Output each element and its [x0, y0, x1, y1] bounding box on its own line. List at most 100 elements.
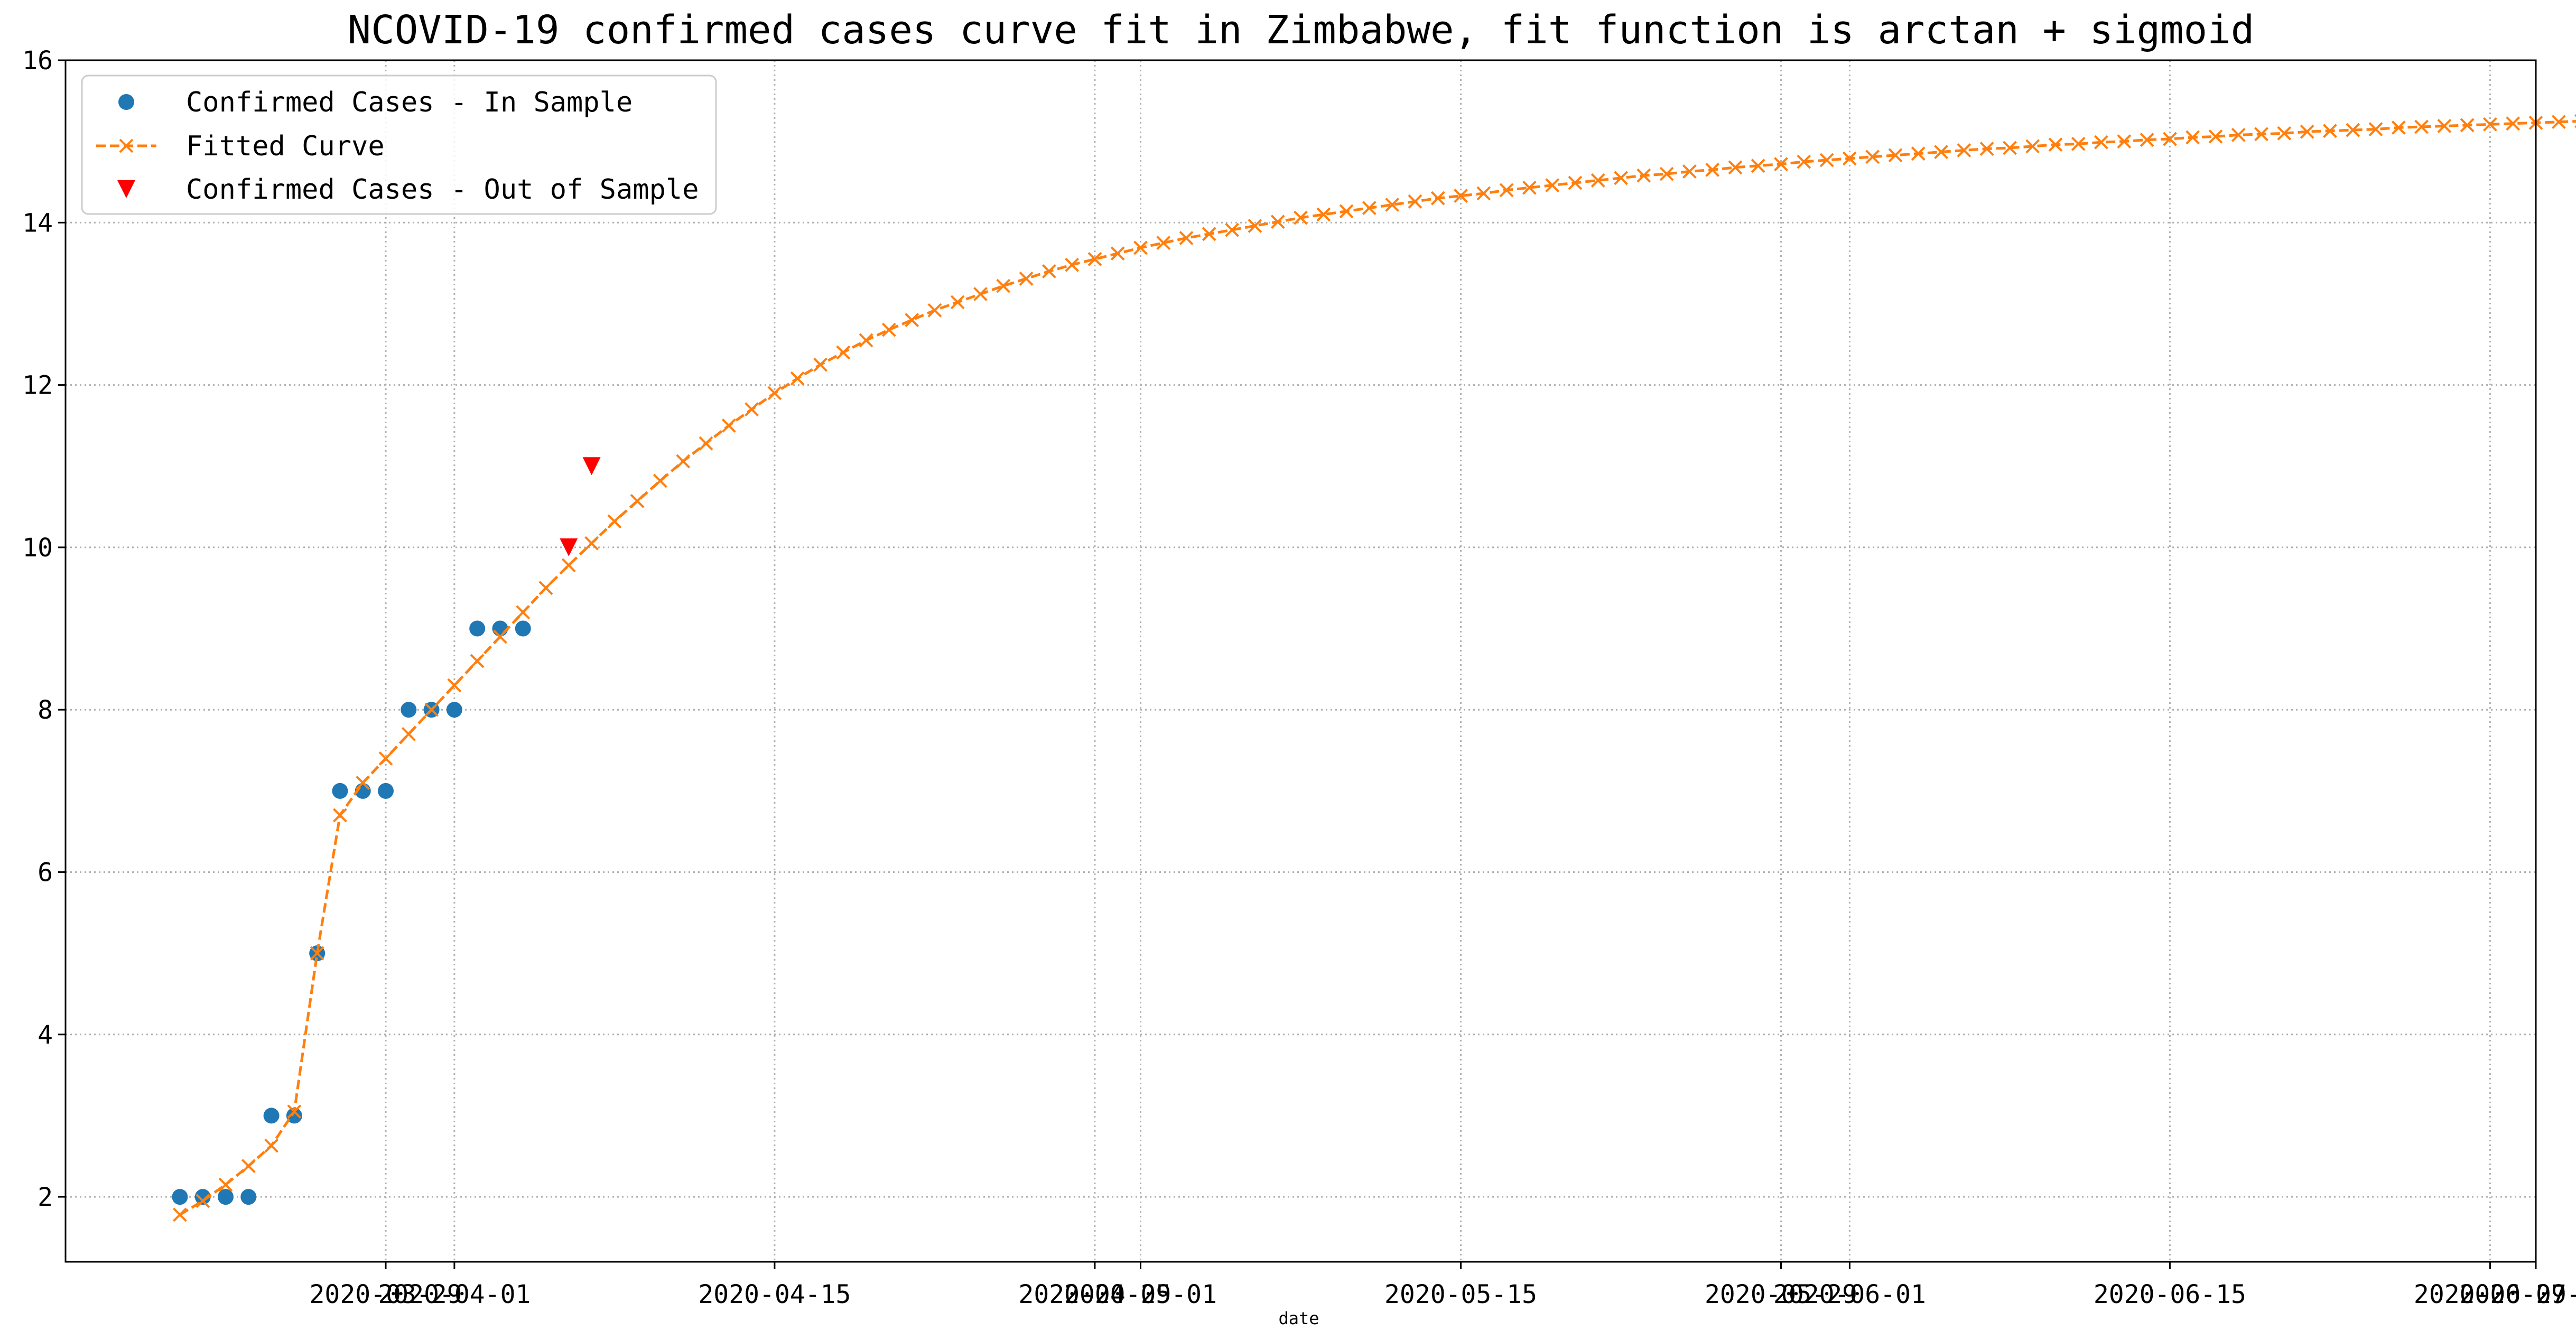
- fit-point: [2391, 120, 2406, 135]
- fit-point: [1614, 171, 1628, 185]
- data-point: [286, 1108, 302, 1124]
- y-tick-label: 4: [38, 1020, 53, 1050]
- fit-point: [1568, 175, 1583, 190]
- y-tick-label: 8: [38, 695, 53, 725]
- fit-point: [2002, 141, 2017, 155]
- fit-point: [538, 581, 553, 595]
- fit-point: [881, 322, 896, 337]
- fit-point: [1728, 160, 1743, 175]
- fit-point: [1499, 183, 1514, 198]
- fit-point: [424, 702, 439, 717]
- fit-point: [1957, 143, 1971, 157]
- fit-point: [493, 629, 507, 644]
- data-point: [117, 180, 135, 198]
- fit-point: [721, 418, 736, 433]
- fit-point: [1248, 219, 1262, 233]
- x-tick-label: 2020-05-01: [1064, 1280, 1217, 1309]
- x-tick-label: 2020-05-29: [1705, 1280, 1857, 1309]
- fit-point: [447, 678, 462, 693]
- fit-point: [287, 1104, 302, 1119]
- data-point: [263, 1108, 280, 1124]
- fit-point: [2346, 123, 2360, 137]
- fit-point: [1659, 166, 1674, 181]
- fit-point: [607, 514, 622, 529]
- fit-point: [2186, 130, 2200, 145]
- fit-point: [2140, 133, 2154, 147]
- fit-point: [401, 727, 416, 741]
- fit-point: [2551, 115, 2566, 129]
- fit-point: [1774, 157, 1788, 172]
- fit-point: [1339, 204, 1354, 219]
- x-tick-label: 2020-06-29: [2414, 1280, 2566, 1309]
- fit-point: [2460, 118, 2475, 133]
- fit-point: [653, 473, 667, 488]
- fit-point: [767, 386, 782, 401]
- fit-point: [1751, 159, 1765, 173]
- fit-point: [1819, 153, 1834, 168]
- fitted-curve-line: [179, 120, 2576, 1216]
- data-point: [401, 702, 417, 718]
- x-axis-label: date: [1278, 1308, 1319, 1328]
- fit-point: [2368, 122, 2383, 137]
- data-point: [172, 1189, 188, 1205]
- y-tick-label: 2: [38, 1183, 53, 1212]
- grid-lines: [66, 59, 2537, 1262]
- fit-point: [1362, 201, 1377, 216]
- fit-point: [2483, 117, 2497, 132]
- legend-box: [81, 75, 717, 215]
- fit-point: [378, 751, 393, 766]
- fit-point: [630, 494, 645, 508]
- fit-point: [2025, 139, 2040, 154]
- x-tick-label: 2020-06-01: [1773, 1280, 1926, 1309]
- data-point: [446, 702, 462, 718]
- fit-point: [1430, 191, 1445, 206]
- fit-point: [1294, 210, 1308, 225]
- legend-label: Confirmed Cases - Out of Sample: [186, 174, 699, 206]
- fit-point: [813, 357, 827, 372]
- fit-point: [927, 303, 942, 318]
- data-point: [240, 1189, 257, 1205]
- fit-point: [1934, 145, 1948, 160]
- x-tick-label: 2020-03-29: [310, 1280, 462, 1309]
- fit-point: [2094, 135, 2108, 150]
- fit-point: [996, 278, 1011, 293]
- fit-point: [1979, 142, 1994, 156]
- data-point: [378, 783, 394, 799]
- fit-point: [859, 333, 873, 348]
- fit-point: [1270, 215, 1285, 229]
- fit-point: [356, 776, 370, 790]
- data-point: [515, 620, 531, 637]
- fit-point: [173, 1207, 187, 1222]
- fit-point: [1385, 198, 1400, 212]
- x-tick-label: 2020-07-01: [2460, 1280, 2576, 1309]
- fit-point: [470, 654, 485, 668]
- fit-point: [2231, 127, 2246, 142]
- data-point: [492, 620, 508, 637]
- fit-point: [2277, 126, 2292, 141]
- fit-point: [218, 1177, 233, 1192]
- y-tick-label: 6: [38, 858, 53, 887]
- fit-point: [676, 454, 691, 469]
- fit-point: [561, 558, 576, 573]
- fit-point: [1019, 271, 1034, 286]
- fit-point: [973, 287, 988, 301]
- fit-point: [1041, 264, 1056, 278]
- y-tick-label: 14: [22, 208, 53, 238]
- data-point: [560, 538, 578, 556]
- fit-point: [264, 1138, 278, 1153]
- fit-point: [2162, 132, 2177, 146]
- y-tick-label: 12: [22, 371, 53, 401]
- data-point: [582, 457, 601, 476]
- fit-point: [2437, 119, 2452, 133]
- y-tick-label: 16: [22, 46, 53, 76]
- fit-point: [310, 946, 324, 961]
- fit-point: [1476, 186, 1491, 201]
- fit-point: [584, 536, 599, 551]
- data-point: [118, 94, 134, 110]
- fit-point: [1202, 227, 1216, 241]
- fit-point: [1865, 150, 1880, 164]
- fit-point: [1522, 180, 1537, 195]
- fit-point: [836, 345, 851, 360]
